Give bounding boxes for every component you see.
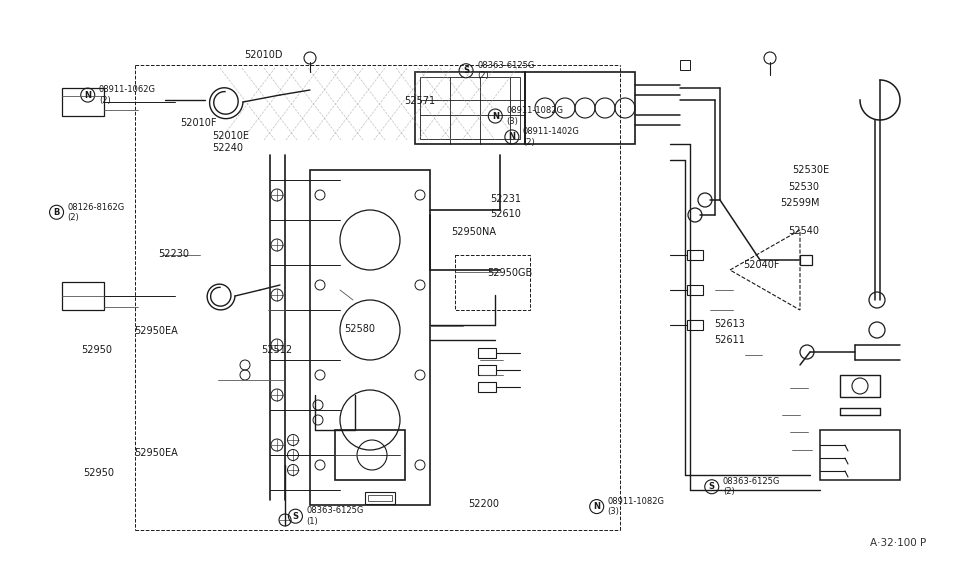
- Text: 08363-6125G
(2): 08363-6125G (2): [477, 61, 534, 80]
- Text: 52530E: 52530E: [792, 165, 829, 175]
- Text: N: N: [593, 502, 601, 511]
- Text: 52580: 52580: [344, 324, 375, 335]
- Bar: [62, 88, 104, 116]
- Bar: [800, 255, 812, 265]
- Bar: [478, 348, 496, 358]
- Bar: [687, 285, 703, 295]
- Text: N: N: [84, 91, 92, 100]
- Text: A·32·100 P: A·32·100 P: [870, 538, 926, 548]
- Text: 52231: 52231: [490, 194, 522, 204]
- Text: 52571: 52571: [405, 96, 436, 106]
- Text: 52512: 52512: [261, 345, 292, 355]
- Bar: [525, 72, 635, 144]
- Bar: [478, 382, 496, 392]
- Text: 52599M: 52599M: [780, 198, 820, 208]
- Text: 08911-1082G
(3): 08911-1082G (3): [506, 106, 564, 126]
- Text: 52010D: 52010D: [244, 50, 282, 61]
- Text: 52530: 52530: [788, 182, 819, 192]
- Text: 52040F: 52040F: [743, 260, 779, 270]
- Bar: [365, 492, 395, 504]
- Bar: [455, 255, 530, 310]
- Text: 52200: 52200: [468, 499, 499, 509]
- Text: 52230: 52230: [158, 248, 189, 259]
- Text: S: S: [463, 66, 469, 75]
- Text: 52610: 52610: [490, 209, 522, 219]
- Text: 08363-6125G
(2): 08363-6125G (2): [722, 477, 780, 496]
- Text: 08363-6125G
(1): 08363-6125G (1): [306, 507, 364, 526]
- Text: 08911-1062G
(2): 08911-1062G (2): [98, 85, 156, 105]
- Text: N: N: [508, 132, 516, 142]
- Text: B: B: [54, 208, 59, 217]
- Text: 52950: 52950: [83, 468, 114, 478]
- Bar: [687, 250, 703, 260]
- Bar: [680, 60, 690, 70]
- Bar: [310, 170, 430, 505]
- Bar: [687, 320, 703, 330]
- Text: 52240: 52240: [213, 143, 244, 153]
- Text: 52540: 52540: [788, 226, 819, 236]
- Text: S: S: [292, 512, 298, 521]
- Bar: [415, 72, 525, 144]
- Text: 08126-8162G
(2): 08126-8162G (2): [67, 203, 125, 222]
- Bar: [420, 77, 520, 139]
- Text: 52010E: 52010E: [213, 131, 250, 141]
- Bar: [478, 365, 496, 375]
- Text: 52950NA: 52950NA: [451, 227, 496, 237]
- Bar: [335, 430, 405, 480]
- Bar: [820, 430, 900, 480]
- Text: N: N: [491, 112, 499, 121]
- Text: 52613: 52613: [715, 319, 746, 329]
- Text: S: S: [709, 482, 715, 491]
- Text: 52611: 52611: [715, 335, 746, 345]
- Text: 52950EA: 52950EA: [135, 326, 178, 336]
- Text: 08911-1082G
(3): 08911-1082G (3): [607, 497, 665, 516]
- Text: 52950GB: 52950GB: [488, 268, 532, 278]
- Text: 52950EA: 52950EA: [135, 448, 178, 458]
- Bar: [840, 375, 880, 397]
- Text: 52010F: 52010F: [180, 118, 216, 128]
- Text: 52950: 52950: [81, 345, 112, 355]
- Text: 08911-1402G
(2): 08911-1402G (2): [523, 127, 580, 147]
- Bar: [62, 282, 104, 310]
- Bar: [368, 495, 392, 501]
